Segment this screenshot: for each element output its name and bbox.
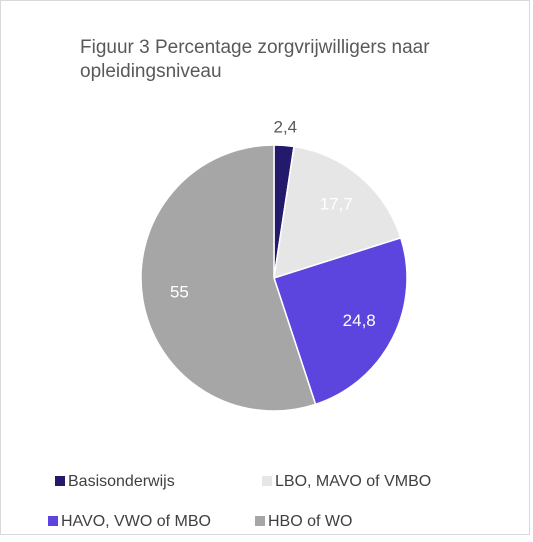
chart-title: Figuur 3 Percentage zorgvrijwilligers na… bbox=[80, 37, 430, 82]
legend-label: HBO of WO bbox=[268, 513, 352, 530]
legend-swatch bbox=[48, 516, 58, 526]
legend-swatch bbox=[255, 516, 265, 526]
data-label: 24,8 bbox=[343, 311, 376, 330]
legend-swatch bbox=[55, 476, 65, 486]
data-label: 17,7 bbox=[320, 195, 353, 214]
legend-label: LBO, MAVO of VMBO bbox=[275, 473, 431, 490]
legend-label: HAVO, VWO of MBO bbox=[61, 513, 211, 530]
pie-slice bbox=[273, 236, 408, 406]
data-label: 2,4 bbox=[274, 118, 298, 137]
pie-slice bbox=[273, 145, 402, 280]
legend-swatch bbox=[262, 476, 272, 486]
pie-slice bbox=[140, 144, 317, 412]
legend-label: Basisonderwijs bbox=[68, 473, 175, 490]
data-label: 55 bbox=[170, 283, 189, 302]
